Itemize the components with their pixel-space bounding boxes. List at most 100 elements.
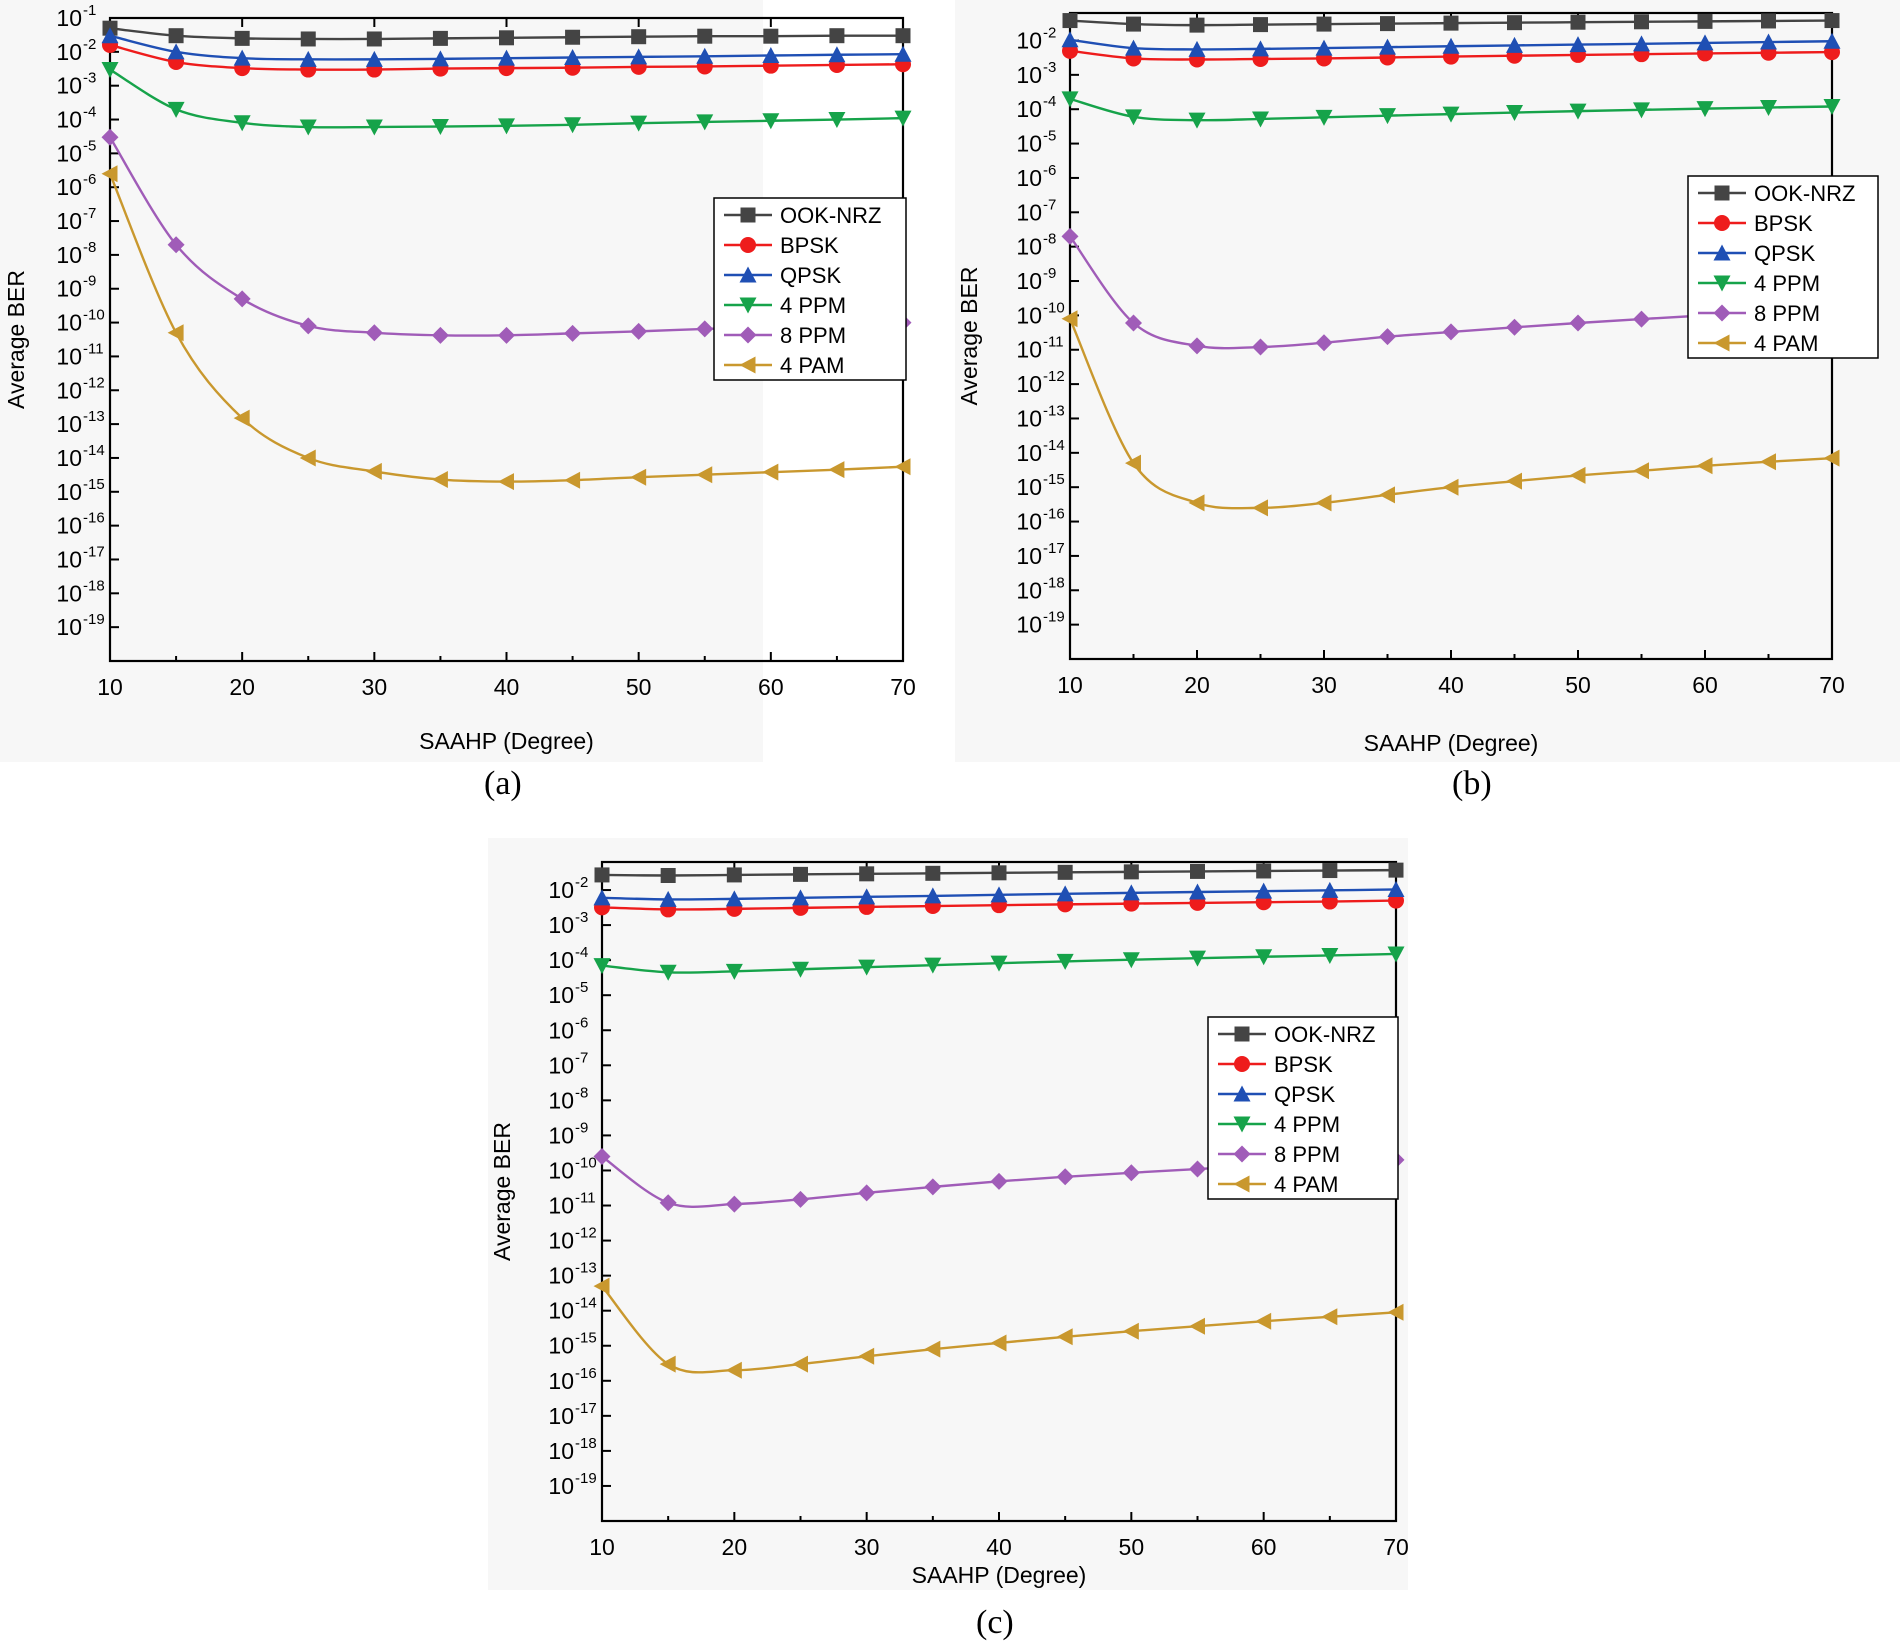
series-4-ppm-c [593, 946, 1405, 981]
y-tick-label-e18: 10 [548, 1438, 574, 1464]
series-4-pam-c [593, 1277, 1404, 1379]
y-tick-exponent-e6: -6 [575, 1014, 588, 1031]
point-4-pam-70-c [1387, 1303, 1404, 1321]
point-4-ppm-45-a [564, 117, 582, 134]
legend-label-bpsk-a: BPSK [780, 233, 839, 258]
y-tick-exponent-e6: -6 [83, 171, 96, 188]
point-qpsk-65-b [1760, 33, 1777, 50]
y-tick-label-e17: 10 [548, 1403, 574, 1429]
point-4-ppm-20-b [1188, 112, 1206, 129]
y-tick-label-e15: 10 [56, 479, 82, 505]
point-qpsk-40-c [990, 886, 1008, 903]
y-tick-label-e18: 10 [56, 580, 82, 606]
y-tick-label-e16: 10 [1016, 509, 1042, 535]
legend-a: OOK-NRZ BPSK QPSK 4 PPM 8 PPM 4 PAM [713, 197, 907, 381]
legend-label-8-ppm-a: 8 PPM [780, 323, 846, 348]
legend-label-8-ppm-b: 8 PPM [1754, 301, 1820, 326]
point-4-pam-40-a [498, 473, 514, 491]
point-4-pam-10-a [101, 165, 118, 183]
point-4-ppm-40-c [990, 955, 1008, 972]
x-tick-label-30: 30 [854, 1534, 880, 1560]
y-tick-exponent-e16: -16 [83, 510, 105, 527]
y-axis-title-c: Average BER [489, 1122, 515, 1261]
point-4-pam-60-c [1255, 1312, 1272, 1330]
y-tick-label-e8: 10 [548, 1087, 574, 1113]
point-8-ppm-45-b [1506, 318, 1523, 336]
y-tick-label-e13: 10 [1016, 405, 1042, 431]
legend-label-4-pam-b: 4 PAM [1754, 331, 1818, 356]
y-tick-exponent-e14: -14 [575, 1295, 597, 1312]
point-4-ppm-20-c [725, 963, 743, 980]
point-4-ppm-20-a [233, 115, 251, 132]
legend-marker-4-pam-a [739, 356, 756, 374]
point-8-ppm-20-c [725, 1195, 743, 1213]
point-4-ppm-35-a [431, 119, 449, 136]
y-tick-exponent-e14: -14 [1043, 437, 1065, 454]
point-8-ppm-45-c [1056, 1168, 1074, 1186]
point-4-ppm-60-b [1696, 101, 1714, 118]
y-axis-title-b: Average BER [956, 267, 982, 406]
y-tick-exponent-e3: -3 [83, 70, 96, 87]
y-tick-label-e14: 10 [1016, 440, 1042, 466]
y-tick-exponent-e17: -17 [575, 1400, 597, 1417]
y-tick-label-e6: 10 [1016, 165, 1042, 191]
point-4-ppm-25-b [1252, 111, 1269, 128]
y-tick-exponent-e3: -3 [1043, 59, 1056, 76]
point-4-ppm-70-b [1823, 98, 1841, 115]
point-ook-nrz-15-b [1126, 16, 1141, 32]
point-qpsk-65-c [1321, 881, 1339, 898]
point-4-pam-25-a [299, 449, 316, 467]
point-4-pam-65-b [1760, 453, 1776, 471]
point-qpsk-10-c [593, 889, 611, 906]
point-qpsk-25-c [792, 889, 809, 906]
y-tick-label-e14: 10 [56, 445, 82, 471]
chart-panel-a: 10 20 30 40 50 60 7010-110-210-310-410-510-610… [3, 2, 916, 754]
y-tick-exponent-e11: -11 [83, 340, 104, 357]
chart-panel-c: 10 20 30 40 50 60 7010-210-310-410-510-610-710… [489, 860, 1409, 1588]
x-tick-label-10: 10 [589, 1534, 615, 1560]
point-qpsk-50-b [1569, 36, 1587, 53]
y-tick-label-e18: 10 [1016, 577, 1042, 603]
legend-c: OOK-NRZ BPSK QPSK 4 PPM 8 PPM 4 PAM [1207, 1016, 1399, 1200]
y-tick-label-e11: 10 [1016, 337, 1042, 363]
point-ook-nrz-35-b [1380, 16, 1395, 32]
y-tick-label-e13: 10 [548, 1263, 574, 1289]
point-4-ppm-50-c [1122, 952, 1140, 969]
series-4-ppm-a [101, 62, 912, 136]
point-qpsk-60-a [762, 46, 780, 63]
y-tick-label-e12: 10 [1016, 371, 1042, 397]
point-ook-nrz-30-a [366, 31, 382, 47]
legend-marker-4-ppm-a [739, 297, 757, 314]
y-tick-exponent-e10: -10 [1043, 299, 1065, 316]
point-4-pam-50-b [1569, 466, 1586, 484]
legend-label-qpsk-b: QPSK [1754, 241, 1815, 266]
y-tick-label-e4: 10 [1016, 96, 1042, 122]
point-4-pam-10-b [1061, 310, 1078, 328]
x-tick-label-50: 50 [1119, 1534, 1145, 1560]
point-qpsk-40-b [1442, 37, 1460, 54]
y-tick-exponent-e5: -5 [83, 137, 96, 154]
legend-label-4-ppm-a: 4 PPM [780, 293, 846, 318]
y-tick-exponent-e7: -7 [575, 1049, 588, 1066]
y-tick-label-e3: 10 [56, 73, 82, 99]
y-tick-label-e10: 10 [548, 1157, 574, 1183]
point-4-pam-20-c [725, 1361, 742, 1379]
caption-a: (a) [484, 765, 522, 802]
point-4-ppm-65-c [1321, 947, 1339, 964]
point-ook-nrz-70-b [1824, 13, 1840, 29]
point-ook-nrz-10-b [1062, 13, 1078, 29]
caption-c: (c) [976, 1604, 1014, 1641]
y-tick-label-e1: 10 [56, 5, 82, 31]
point-4-pam-35-a [431, 471, 448, 489]
point-4-pam-30-c [858, 1347, 875, 1365]
point-4-ppm-60-a [762, 113, 780, 130]
point-4-pam-45-a [564, 471, 581, 489]
point-4-pam-25-c [792, 1355, 808, 1373]
y-tick-exponent-e5: -5 [1043, 128, 1056, 145]
y-tick-exponent-e13: -13 [83, 408, 105, 425]
point-4-pam-25-b [1252, 499, 1268, 517]
y-tick-exponent-e12: -12 [1043, 368, 1065, 385]
point-4-ppm-10-a [101, 62, 119, 79]
y-tick-exponent-e17: -17 [1043, 540, 1065, 557]
legend-marker-qpsk-a [739, 266, 757, 283]
